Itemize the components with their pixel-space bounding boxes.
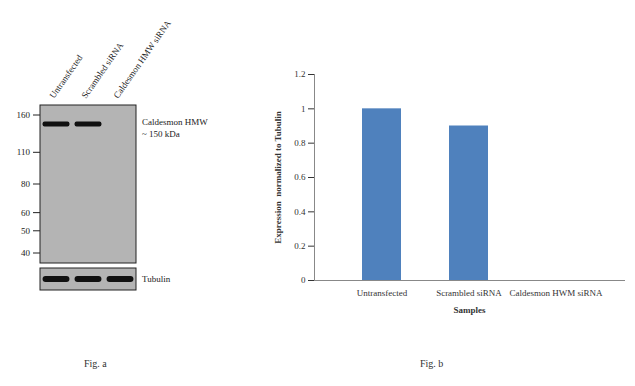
svg-text:Caldesmon HMW: Caldesmon HMW [142,117,208,127]
svg-text:~ 150 kDa: ~ 150 kDa [142,129,180,139]
svg-text:160: 160 [17,110,31,120]
svg-text:80: 80 [21,179,31,189]
svg-text:0.8: 0.8 [294,138,306,148]
svg-text:0.6: 0.6 [294,172,306,182]
svg-text:Untransfected: Untransfected [357,288,408,298]
svg-text:Samples: Samples [453,305,486,315]
svg-text:Untransfected: Untransfected [47,53,85,101]
svg-text:40: 40 [21,248,31,258]
svg-text:Scrambled siRNA: Scrambled siRNA [436,288,502,298]
svg-text:110: 110 [17,147,31,157]
svg-text:1: 1 [301,104,306,114]
svg-text:Expression normalized to Tubu: Expression normalized to Tubulin [273,111,283,243]
svg-text:Tubulin: Tubulin [142,274,171,284]
svg-text:0.4: 0.4 [294,207,306,217]
svg-text:Caldesmon HMW siRNA: Caldesmon HMW siRNA [111,18,173,100]
svg-text:Caldesmon HWM siRNA: Caldesmon HWM siRNA [510,288,603,298]
svg-text:50: 50 [21,226,31,236]
svg-text:Scrambled siRNA: Scrambled siRNA [79,40,126,101]
svg-text:1.2: 1.2 [294,69,305,79]
html-text:Fig. b: Fig. b [420,358,444,369]
svg-text:0: 0 [301,275,306,285]
svg-text:60: 60 [21,208,31,218]
html-text:Fig. a: Fig. a [84,358,107,369]
svg-text:0.2: 0.2 [294,241,305,251]
